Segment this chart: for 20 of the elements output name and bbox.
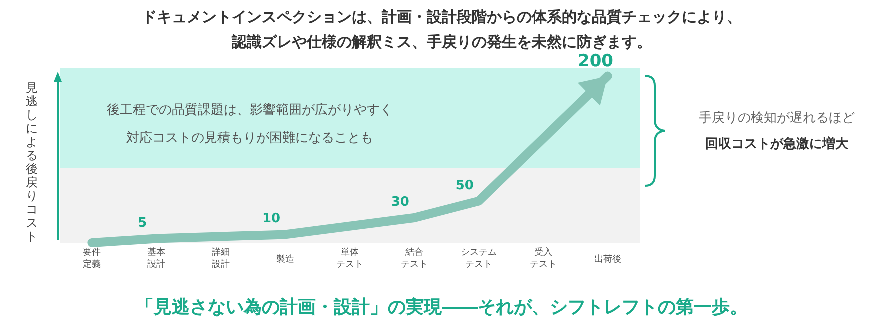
- x-tick-label: 製造: [276, 254, 295, 265]
- text: 見逃しによる後戻りコスト: [26, 81, 38, 244]
- x-tick-label: 受入テスト: [530, 247, 557, 270]
- data-label: 10: [262, 212, 281, 227]
- data-label: 50: [456, 178, 474, 194]
- data-label: 30: [391, 195, 410, 210]
- x-tick-label: 結合テスト: [400, 247, 428, 270]
- x-tick-label: 要件定義: [83, 247, 102, 270]
- x-tick-label: 出荷後: [594, 254, 622, 265]
- x-tick-label: 詳細設計: [212, 247, 230, 270]
- text: 「見逃さない為の計画・設計」の実現――それが、シフトレフトの第一歩。: [136, 297, 748, 318]
- text: 回収コストが急激に増大: [706, 136, 850, 152]
- x-tick-label: 基本設計: [148, 247, 166, 270]
- data-label: 200: [578, 51, 614, 72]
- data-label: 5: [138, 216, 148, 231]
- band-label: 後工程での品質課題は、影響範囲が広がりやすく対応コストの見積もりが困難になることも: [107, 102, 393, 146]
- chart-title: ドキュメントインスペクションは、計画・設計段階からの体系的な品質チェックにより、認識ズレや仕様の解釈ミス、手戻りの発生を未然に防ぎます。: [142, 8, 742, 51]
- x-tick-label: システムテスト: [460, 248, 497, 270]
- text: 手戻りの検知が遅れるほど: [699, 111, 855, 126]
- x-tick-label: 単体テスト: [336, 247, 364, 270]
